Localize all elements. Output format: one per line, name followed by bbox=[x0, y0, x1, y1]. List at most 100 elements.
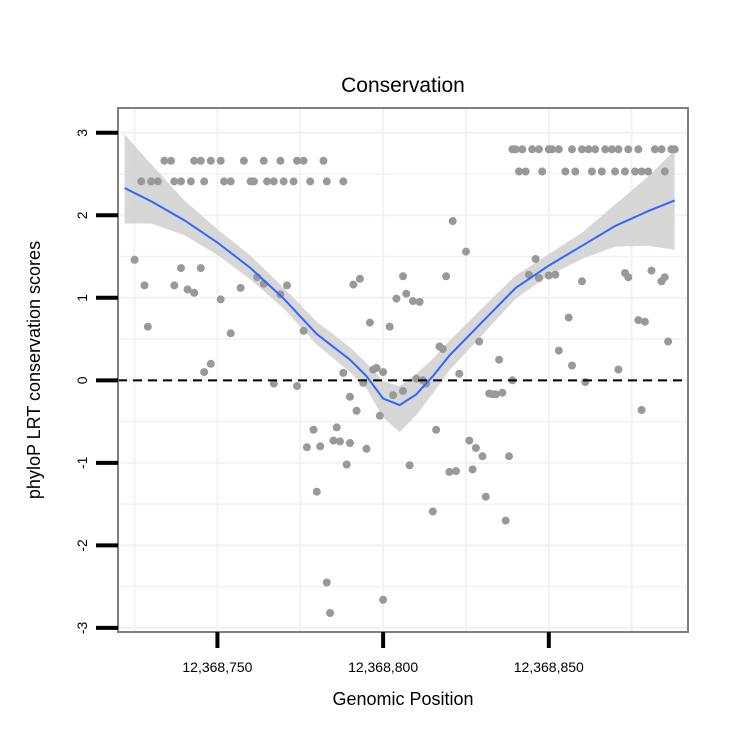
data-point bbox=[498, 388, 507, 397]
data-point bbox=[614, 365, 623, 374]
data-point bbox=[501, 516, 510, 525]
data-point bbox=[216, 295, 225, 304]
data-point bbox=[220, 177, 228, 186]
data-point bbox=[249, 177, 258, 186]
data-point bbox=[475, 337, 484, 346]
data-point bbox=[332, 423, 341, 432]
data-point bbox=[442, 272, 451, 281]
data-point bbox=[346, 392, 354, 401]
data-point bbox=[339, 177, 348, 186]
data-point bbox=[216, 156, 225, 165]
data-point bbox=[660, 167, 669, 176]
data-point bbox=[326, 609, 335, 617]
data-point bbox=[554, 145, 563, 154]
y-tick-label: -1 bbox=[74, 456, 90, 469]
data-points bbox=[130, 145, 679, 617]
data-point bbox=[392, 294, 401, 303]
x-axis: 12,368,750 12,368,800 12,368,850 bbox=[182, 632, 584, 675]
panel-border bbox=[117, 107, 689, 633]
data-point bbox=[269, 379, 278, 388]
data-point bbox=[399, 272, 407, 281]
data-point bbox=[405, 461, 414, 470]
data-point bbox=[448, 217, 457, 226]
data-point bbox=[518, 145, 527, 154]
data-point bbox=[352, 406, 361, 415]
data-point bbox=[177, 264, 185, 273]
data-point bbox=[660, 273, 669, 282]
data-point bbox=[495, 355, 504, 364]
data-point bbox=[319, 156, 328, 165]
data-point bbox=[644, 167, 653, 176]
data-point bbox=[471, 444, 480, 452]
y-axis-label: phyloP LRT conservation scores bbox=[24, 241, 44, 499]
data-point bbox=[349, 280, 358, 289]
x-tick-label: 12,368,800 bbox=[348, 659, 418, 675]
data-point bbox=[372, 363, 381, 372]
data-point bbox=[554, 346, 563, 355]
data-point bbox=[322, 578, 331, 587]
data-point bbox=[276, 156, 285, 165]
data-point bbox=[621, 167, 629, 176]
data-point bbox=[601, 145, 610, 154]
data-point bbox=[640, 317, 649, 326]
data-point bbox=[153, 177, 162, 186]
data-point bbox=[239, 156, 248, 165]
data-point bbox=[200, 177, 209, 186]
data-point bbox=[302, 443, 311, 452]
data-point bbox=[206, 156, 215, 165]
data-point bbox=[657, 145, 666, 154]
y-tick-label: -2 bbox=[74, 539, 90, 552]
data-point bbox=[534, 145, 543, 154]
data-point bbox=[587, 167, 596, 176]
data-point bbox=[196, 264, 205, 273]
data-point bbox=[538, 167, 547, 176]
data-point bbox=[399, 387, 407, 395]
data-point bbox=[259, 156, 268, 165]
y-tick-label: 2 bbox=[74, 211, 90, 219]
data-point bbox=[269, 177, 278, 186]
data-point bbox=[147, 177, 156, 186]
data-point bbox=[432, 425, 441, 434]
data-point bbox=[578, 145, 586, 154]
data-point bbox=[452, 467, 460, 476]
data-point bbox=[309, 425, 318, 434]
data-point bbox=[468, 465, 477, 474]
data-point bbox=[614, 145, 623, 154]
data-point bbox=[534, 274, 543, 282]
data-point bbox=[515, 167, 523, 176]
data-point bbox=[226, 329, 235, 338]
chart-title: Conservation bbox=[341, 74, 465, 97]
data-point bbox=[591, 145, 600, 154]
data-point bbox=[362, 444, 371, 453]
data-point bbox=[299, 326, 308, 335]
y-axis: 3 2 1 0 -1 -2 -3 bbox=[74, 129, 118, 634]
data-point bbox=[478, 452, 487, 461]
data-point bbox=[521, 167, 530, 176]
data-point bbox=[329, 436, 338, 445]
x-axis-label: Genomic Position bbox=[332, 689, 473, 709]
data-point bbox=[491, 390, 500, 399]
data-point bbox=[379, 595, 388, 604]
data-point bbox=[511, 145, 520, 154]
data-point bbox=[177, 177, 185, 186]
data-point bbox=[170, 177, 179, 186]
data-point bbox=[322, 177, 331, 186]
smooth-fit-line bbox=[124, 187, 676, 407]
data-point bbox=[402, 289, 411, 298]
data-point bbox=[389, 391, 398, 400]
data-point bbox=[236, 283, 245, 292]
data-point bbox=[167, 156, 175, 165]
data-point bbox=[428, 507, 437, 516]
y-tick-label: 1 bbox=[74, 294, 90, 302]
data-point bbox=[462, 247, 470, 256]
data-point bbox=[279, 177, 288, 186]
data-point bbox=[375, 411, 384, 420]
data-point bbox=[200, 368, 209, 377]
smooth-fit-group bbox=[124, 187, 676, 407]
data-point bbox=[130, 255, 139, 264]
data-point bbox=[505, 452, 513, 461]
data-point bbox=[634, 145, 643, 154]
data-point bbox=[379, 368, 388, 377]
data-point bbox=[183, 285, 192, 294]
data-point bbox=[631, 167, 639, 176]
